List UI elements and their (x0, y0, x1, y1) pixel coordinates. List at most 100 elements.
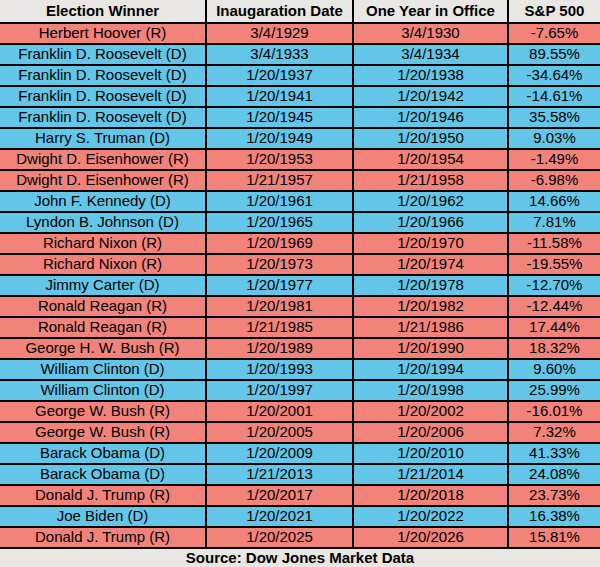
cell-sp500: 14.66% (508, 191, 600, 212)
cell-one-year-in-office: 1/20/2010 (353, 443, 508, 464)
cell-election-winner: George H. W. Bush (R) (0, 338, 206, 359)
table-row: Herbert Hoover (R)3/4/19293/4/1930-7.65% (0, 23, 600, 44)
table-row: Barack Obama (D)1/21/20131/21/201424.08% (0, 464, 600, 485)
table-row: Lyndon B. Johnson (D)1/20/19651/20/19667… (0, 212, 600, 233)
table-row: Franklin D. Roosevelt (D)1/20/19371/20/1… (0, 65, 600, 86)
cell-one-year-in-office: 1/20/2006 (353, 422, 508, 443)
col-header-inauguration-date: Inaugaration Date (206, 0, 353, 23)
table-row: George W. Bush (R)1/20/20051/20/20067.32… (0, 422, 600, 443)
cell-inauguration-date: 1/20/1961 (206, 191, 353, 212)
table-row: Franklin D. Roosevelt (D)1/20/19411/20/1… (0, 86, 600, 107)
cell-election-winner: Donald J. Trump (R) (0, 485, 206, 506)
cell-election-winner: Joe Biden (D) (0, 506, 206, 527)
cell-election-winner: Barack Obama (D) (0, 464, 206, 485)
cell-election-winner: Ronald Reagan (R) (0, 317, 206, 338)
cell-one-year-in-office: 1/20/1938 (353, 65, 508, 86)
cell-sp500: -12.70% (508, 275, 600, 296)
cell-one-year-in-office: 1/20/1954 (353, 149, 508, 170)
cell-election-winner: Herbert Hoover (R) (0, 23, 206, 44)
cell-sp500: 18.32% (508, 338, 600, 359)
table-row: Ronald Reagan (R)1/21/19851/21/198617.44… (0, 317, 600, 338)
cell-sp500: 16.38% (508, 506, 600, 527)
cell-sp500: -7.65% (508, 23, 600, 44)
cell-election-winner: Franklin D. Roosevelt (D) (0, 65, 206, 86)
cell-one-year-in-office: 1/20/2026 (353, 527, 508, 548)
cell-inauguration-date: 1/20/1953 (206, 149, 353, 170)
cell-election-winner: William Clinton (D) (0, 359, 206, 380)
cell-inauguration-date: 1/20/2009 (206, 443, 353, 464)
cell-election-winner: Richard Nixon (R) (0, 254, 206, 275)
table-row: George W. Bush (R)1/20/20011/20/2002-16.… (0, 401, 600, 422)
cell-election-winner: George W. Bush (R) (0, 422, 206, 443)
cell-one-year-in-office: 1/20/1990 (353, 338, 508, 359)
table-row: Donald J. Trump (R)1/20/20251/20/202615.… (0, 527, 600, 548)
cell-sp500: -19.55% (508, 254, 600, 275)
cell-inauguration-date: 1/20/1973 (206, 254, 353, 275)
table-row: William Clinton (D)1/20/19971/20/199825.… (0, 380, 600, 401)
table-row: Richard Nixon (R)1/20/19731/20/1974-19.5… (0, 254, 600, 275)
col-header-election-winner: Election Winner (0, 0, 206, 23)
cell-inauguration-date: 1/20/2017 (206, 485, 353, 506)
cell-sp500: -12.44% (508, 296, 600, 317)
cell-sp500: 9.60% (508, 359, 600, 380)
cell-inauguration-date: 1/20/1945 (206, 107, 353, 128)
cell-sp500: 7.32% (508, 422, 600, 443)
cell-inauguration-date: 1/21/1957 (206, 170, 353, 191)
cell-one-year-in-office: 1/21/1958 (353, 170, 508, 191)
cell-sp500: -6.98% (508, 170, 600, 191)
cell-one-year-in-office: 1/20/1974 (353, 254, 508, 275)
table-row: Barack Obama (D)1/20/20091/20/201041.33% (0, 443, 600, 464)
cell-election-winner: George W. Bush (R) (0, 401, 206, 422)
table-body: Herbert Hoover (R)3/4/19293/4/1930-7.65%… (0, 23, 600, 548)
header-row: Election Winner Inaugaration Date One Ye… (0, 0, 600, 23)
cell-sp500: 89.55% (508, 44, 600, 65)
cell-one-year-in-office: 1/20/1982 (353, 296, 508, 317)
cell-one-year-in-office: 1/20/2018 (353, 485, 508, 506)
cell-one-year-in-office: 1/20/1962 (353, 191, 508, 212)
footer-row: Source: Dow Jones Market Data (0, 548, 600, 567)
cell-sp500: -1.49% (508, 149, 600, 170)
cell-inauguration-date: 1/20/1993 (206, 359, 353, 380)
cell-inauguration-date: 1/20/1997 (206, 380, 353, 401)
cell-election-winner: Jimmy Carter (D) (0, 275, 206, 296)
cell-inauguration-date: 1/20/1977 (206, 275, 353, 296)
cell-inauguration-date: 1/20/1965 (206, 212, 353, 233)
cell-election-winner: Lyndon B. Johnson (D) (0, 212, 206, 233)
cell-sp500: 7.81% (508, 212, 600, 233)
cell-one-year-in-office: 1/21/2014 (353, 464, 508, 485)
cell-inauguration-date: 1/21/2013 (206, 464, 353, 485)
table-header: Election Winner Inaugaration Date One Ye… (0, 0, 600, 23)
cell-sp500: 23.73% (508, 485, 600, 506)
cell-inauguration-date: 1/20/1989 (206, 338, 353, 359)
cell-one-year-in-office: 3/4/1930 (353, 23, 508, 44)
cell-sp500: 17.44% (508, 317, 600, 338)
cell-inauguration-date: 1/20/1937 (206, 65, 353, 86)
cell-election-winner: Dwight D. Eisenhower (R) (0, 170, 206, 191)
table-row: Dwight D. Eisenhower (R)1/20/19531/20/19… (0, 149, 600, 170)
cell-one-year-in-office: 1/20/1994 (353, 359, 508, 380)
cell-inauguration-date: 1/20/1949 (206, 128, 353, 149)
table-row: Harry S. Truman (D)1/20/19491/20/19509.0… (0, 128, 600, 149)
cell-one-year-in-office: 1/20/1998 (353, 380, 508, 401)
cell-one-year-in-office: 3/4/1934 (353, 44, 508, 65)
cell-one-year-in-office: 1/20/2022 (353, 506, 508, 527)
cell-election-winner: John F. Kennedy (D) (0, 191, 206, 212)
cell-one-year-in-office: 1/20/1966 (353, 212, 508, 233)
cell-sp500: 9.03% (508, 128, 600, 149)
cell-sp500: 35.58% (508, 107, 600, 128)
cell-election-winner: Franklin D. Roosevelt (D) (0, 107, 206, 128)
table-row: George H. W. Bush (R)1/20/19891/20/19901… (0, 338, 600, 359)
cell-sp500: -11.58% (508, 233, 600, 254)
table-row: Joe Biden (D)1/20/20211/20/202216.38% (0, 506, 600, 527)
table-row: Donald J. Trump (R)1/20/20171/20/201823.… (0, 485, 600, 506)
cell-election-winner: Barack Obama (D) (0, 443, 206, 464)
table-row: Jimmy Carter (D)1/20/19771/20/1978-12.70… (0, 275, 600, 296)
cell-sp500: 24.08% (508, 464, 600, 485)
cell-one-year-in-office: 1/20/1970 (353, 233, 508, 254)
cell-inauguration-date: 1/20/2001 (206, 401, 353, 422)
cell-election-winner: Franklin D. Roosevelt (D) (0, 44, 206, 65)
table-row: Dwight D. Eisenhower (R)1/21/19571/21/19… (0, 170, 600, 191)
cell-election-winner: Donald J. Trump (R) (0, 527, 206, 548)
table-row: Franklin D. Roosevelt (D)3/4/19333/4/193… (0, 44, 600, 65)
cell-inauguration-date: 1/20/2005 (206, 422, 353, 443)
